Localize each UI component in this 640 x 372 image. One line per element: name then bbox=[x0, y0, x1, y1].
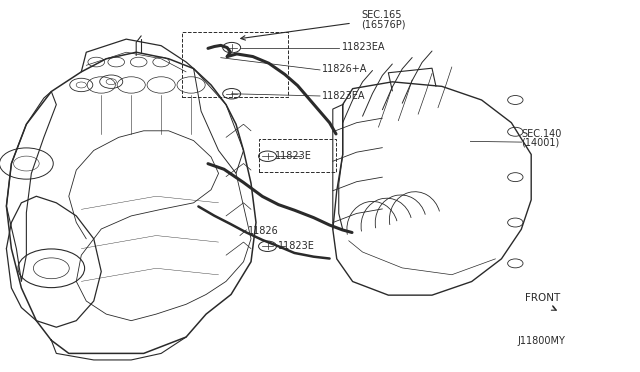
Text: (16576P): (16576P) bbox=[362, 20, 406, 30]
Text: (14001): (14001) bbox=[522, 137, 560, 147]
Text: FRONT: FRONT bbox=[525, 294, 560, 303]
Text: 11823E: 11823E bbox=[275, 151, 312, 161]
Text: 11823EA: 11823EA bbox=[342, 42, 386, 52]
Text: 11826+A: 11826+A bbox=[322, 64, 367, 74]
Text: SEC.140: SEC.140 bbox=[522, 129, 562, 139]
Text: 11826: 11826 bbox=[248, 226, 278, 235]
Text: J11800MY: J11800MY bbox=[517, 337, 565, 346]
Bar bbox=[182, 32, 288, 97]
Text: 11823E: 11823E bbox=[278, 241, 316, 251]
Text: 11823EA: 11823EA bbox=[322, 91, 365, 100]
Text: SEC.165: SEC.165 bbox=[362, 10, 402, 20]
Bar bbox=[259, 139, 336, 172]
